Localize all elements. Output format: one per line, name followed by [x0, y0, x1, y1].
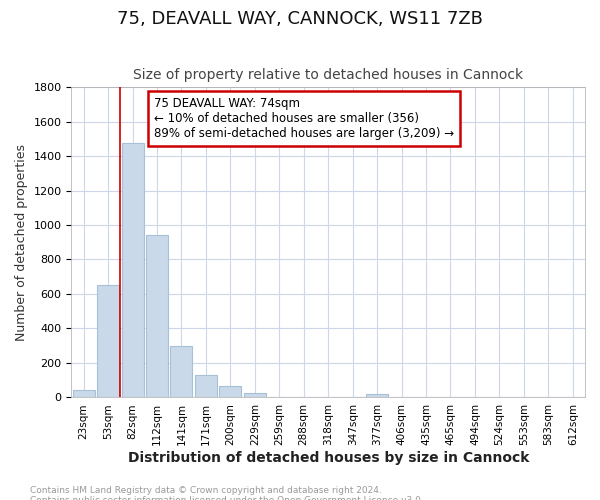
Bar [195, 374, 217, 397]
X-axis label: Distribution of detached houses by size in Cannock: Distribution of detached houses by size … [128, 451, 529, 465]
Title: Size of property relative to detached houses in Cannock: Size of property relative to detached ho… [133, 68, 523, 82]
Bar [146, 236, 168, 397]
Text: Contains public sector information licensed under the Open Government Licence v3: Contains public sector information licen… [30, 496, 424, 500]
Text: Contains HM Land Registry data © Crown copyright and database right 2024.: Contains HM Land Registry data © Crown c… [30, 486, 382, 495]
Bar [97, 285, 119, 397]
Bar [122, 144, 143, 397]
Bar [170, 346, 193, 397]
Y-axis label: Number of detached properties: Number of detached properties [15, 144, 28, 340]
Text: 75 DEAVALL WAY: 74sqm
← 10% of detached houses are smaller (356)
89% of semi-det: 75 DEAVALL WAY: 74sqm ← 10% of detached … [154, 96, 454, 140]
Bar [220, 386, 241, 397]
Bar [366, 394, 388, 397]
Bar [244, 393, 266, 397]
Text: 75, DEAVALL WAY, CANNOCK, WS11 7ZB: 75, DEAVALL WAY, CANNOCK, WS11 7ZB [117, 10, 483, 28]
Bar [73, 390, 95, 397]
